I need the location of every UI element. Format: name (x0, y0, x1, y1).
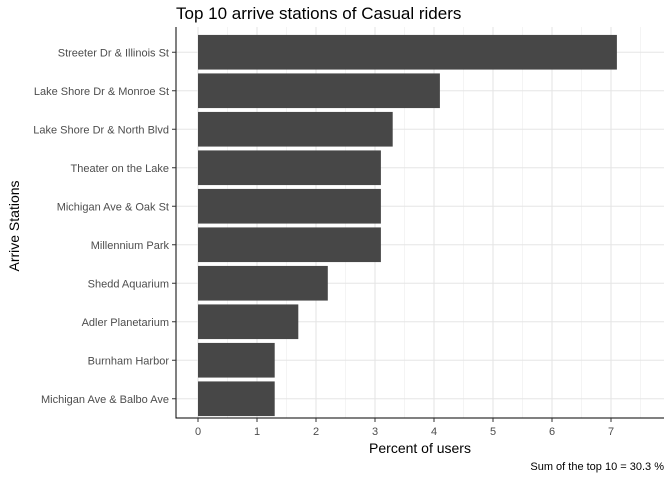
y-tick-label: Shedd Aquarium (88, 278, 169, 290)
y-tick-label: Lake Shore Dr & North Blvd (33, 124, 169, 136)
bar (198, 342, 275, 378)
x-tick-label: 4 (431, 426, 437, 438)
y-tick-label: Millennium Park (91, 240, 170, 252)
x-axis-label: Percent of users (369, 440, 471, 456)
y-tick-label: Michigan Ave & Balbo Ave (41, 394, 169, 406)
bar (198, 111, 393, 147)
y-tick-label: Adler Planetarium (82, 317, 169, 329)
bar (198, 227, 381, 263)
x-tick-label: 1 (254, 426, 260, 438)
bar (198, 265, 328, 301)
bars (198, 34, 617, 417)
y-tick-label: Streeter Dr & Illinois St (58, 47, 169, 59)
x-tick-label: 5 (490, 426, 496, 438)
y-tick-label: Burnham Harbor (88, 355, 170, 367)
y-axis-label: Arrive Stations (6, 180, 22, 272)
chart-caption: Sum of the top 10 = 30.3 % (530, 461, 664, 473)
x-tick-label: 2 (313, 426, 319, 438)
bar (198, 188, 381, 224)
axes (172, 27, 664, 422)
x-tick-label: 7 (608, 426, 614, 438)
x-tick-label: 6 (549, 426, 555, 438)
y-tick-label: Lake Shore Dr & Monroe St (34, 86, 169, 98)
chart-title: Top 10 arrive stations of Casual riders (176, 4, 462, 23)
bar (198, 381, 275, 417)
bar (198, 304, 299, 340)
x-tick-label: 3 (372, 426, 378, 438)
bar (198, 73, 440, 109)
y-tick-label: Michigan Ave & Oak St (57, 201, 169, 213)
y-tick-label: Theater on the Lake (71, 163, 169, 175)
bar (198, 150, 381, 186)
tick-labels: Streeter Dr & Illinois St Lake Shore Dr &… (33, 47, 614, 438)
bar (198, 34, 617, 70)
x-tick-label: 0 (195, 426, 201, 438)
